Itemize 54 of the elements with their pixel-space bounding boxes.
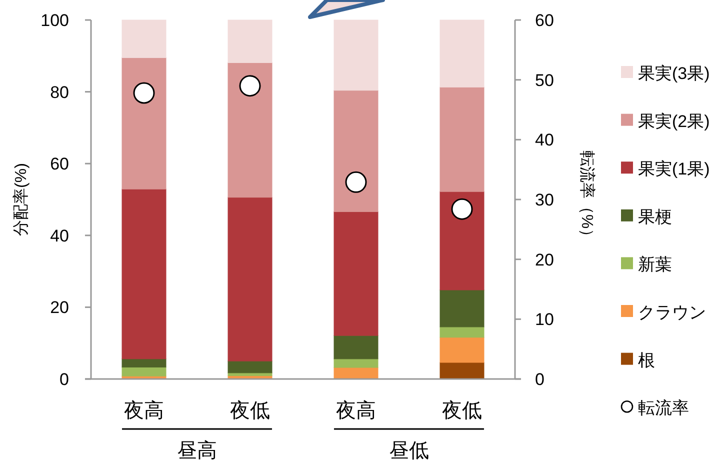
- bar: [440, 326, 484, 338]
- legend-label: 転流率: [638, 398, 689, 418]
- bar: [122, 188, 166, 360]
- legend-label: クラウン: [638, 303, 706, 322]
- point: [239, 75, 261, 97]
- point: [345, 171, 367, 193]
- text: 昼低: [389, 440, 429, 462]
- bar: [228, 20, 272, 63]
- y2-tick-label: 30: [535, 190, 554, 210]
- legend-label: 果実(3果): [638, 64, 710, 83]
- legend-label: 果実(2果): [638, 112, 710, 131]
- bar: [122, 366, 166, 376]
- bar: [228, 197, 272, 362]
- y2-tick-label: 50: [535, 70, 554, 90]
- y-tick-label: 60: [50, 154, 69, 174]
- legend-label: 根: [638, 350, 655, 370]
- y-tick-label: 0: [60, 370, 69, 389]
- bar: [228, 360, 272, 374]
- y-tick-label: 20: [50, 298, 69, 318]
- bar: [228, 372, 272, 376]
- y2-tick-label: 60: [535, 11, 554, 30]
- bar: [334, 211, 378, 336]
- x-tick-label: 夜高: [336, 399, 376, 422]
- bar: [440, 290, 484, 328]
- y-tick-label: 40: [50, 226, 69, 246]
- y2-tick-label: 40: [535, 130, 554, 150]
- bar: [122, 358, 166, 368]
- point: [451, 198, 473, 220]
- bar: [440, 20, 484, 88]
- y-axis-title: 分配率(%): [12, 163, 30, 236]
- legend-label: 果実(1果): [638, 160, 710, 179]
- y2-tick-label: 10: [535, 310, 554, 330]
- bar: [122, 57, 166, 190]
- x-tick-label: 夜高: [124, 399, 164, 422]
- point: [133, 82, 155, 104]
- bar: [440, 86, 484, 192]
- bar: [228, 62, 272, 198]
- bar: [440, 362, 484, 380]
- y-tick-label: 80: [50, 82, 69, 102]
- x-tick-label: 夜低: [230, 400, 270, 422]
- y-tick-label: 100: [40, 11, 69, 30]
- y2-tick-label: 20: [535, 250, 554, 270]
- bar: [334, 90, 378, 212]
- y2-tick-label: 0: [535, 370, 544, 389]
- legend-label: 新葉: [638, 255, 672, 274]
- text: 昼高: [177, 439, 217, 462]
- bar: [122, 20, 166, 58]
- bar: [440, 191, 484, 290]
- legend-label: 果梗: [638, 207, 672, 226]
- bar: [334, 335, 378, 360]
- x-tick-label: 夜低: [442, 400, 482, 422]
- bar: [334, 358, 378, 368]
- y2-axis-title: 転流率（%）: [578, 150, 596, 245]
- bar: [440, 337, 484, 363]
